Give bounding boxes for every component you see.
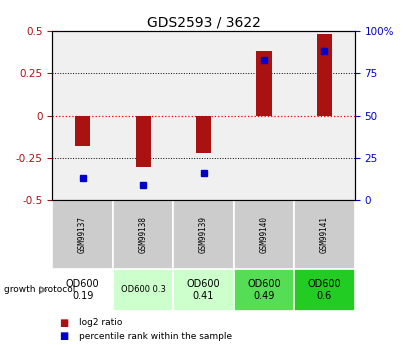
Bar (173, 200, 234, 269)
Text: GSM99141: GSM99141 (320, 216, 329, 253)
Text: percentile rank within the sample: percentile rank within the sample (79, 332, 232, 341)
Bar (173, 269, 234, 310)
Text: OD600
0.41: OD600 0.41 (187, 279, 220, 300)
Bar (52, 269, 113, 310)
Text: GSM99138: GSM99138 (139, 216, 147, 253)
Bar (113, 200, 173, 269)
Bar (234, 200, 294, 269)
Bar (52, 200, 113, 269)
Text: OD600
0.49: OD600 0.49 (247, 279, 281, 300)
Bar (135, 116, 151, 167)
Bar (113, 269, 173, 310)
Text: OD600
0.19: OD600 0.19 (66, 279, 100, 300)
Bar (317, 34, 332, 116)
Text: GSM99140: GSM99140 (260, 216, 268, 253)
Bar (75, 116, 90, 146)
Text: OD600 0.3: OD600 0.3 (120, 285, 166, 294)
Bar (234, 269, 294, 310)
Text: ■: ■ (60, 318, 73, 327)
Text: OD600
0.6: OD600 0.6 (307, 279, 341, 300)
Bar (294, 200, 355, 269)
Text: GSM99137: GSM99137 (78, 216, 87, 253)
Text: GSM99139: GSM99139 (199, 216, 208, 253)
Bar (196, 116, 211, 153)
Title: GDS2593 / 3622: GDS2593 / 3622 (147, 16, 260, 30)
Text: ■: ■ (60, 332, 73, 341)
Bar (256, 51, 272, 116)
Bar (294, 269, 355, 310)
Text: growth protocol: growth protocol (4, 285, 75, 294)
Text: log2 ratio: log2 ratio (79, 318, 122, 327)
